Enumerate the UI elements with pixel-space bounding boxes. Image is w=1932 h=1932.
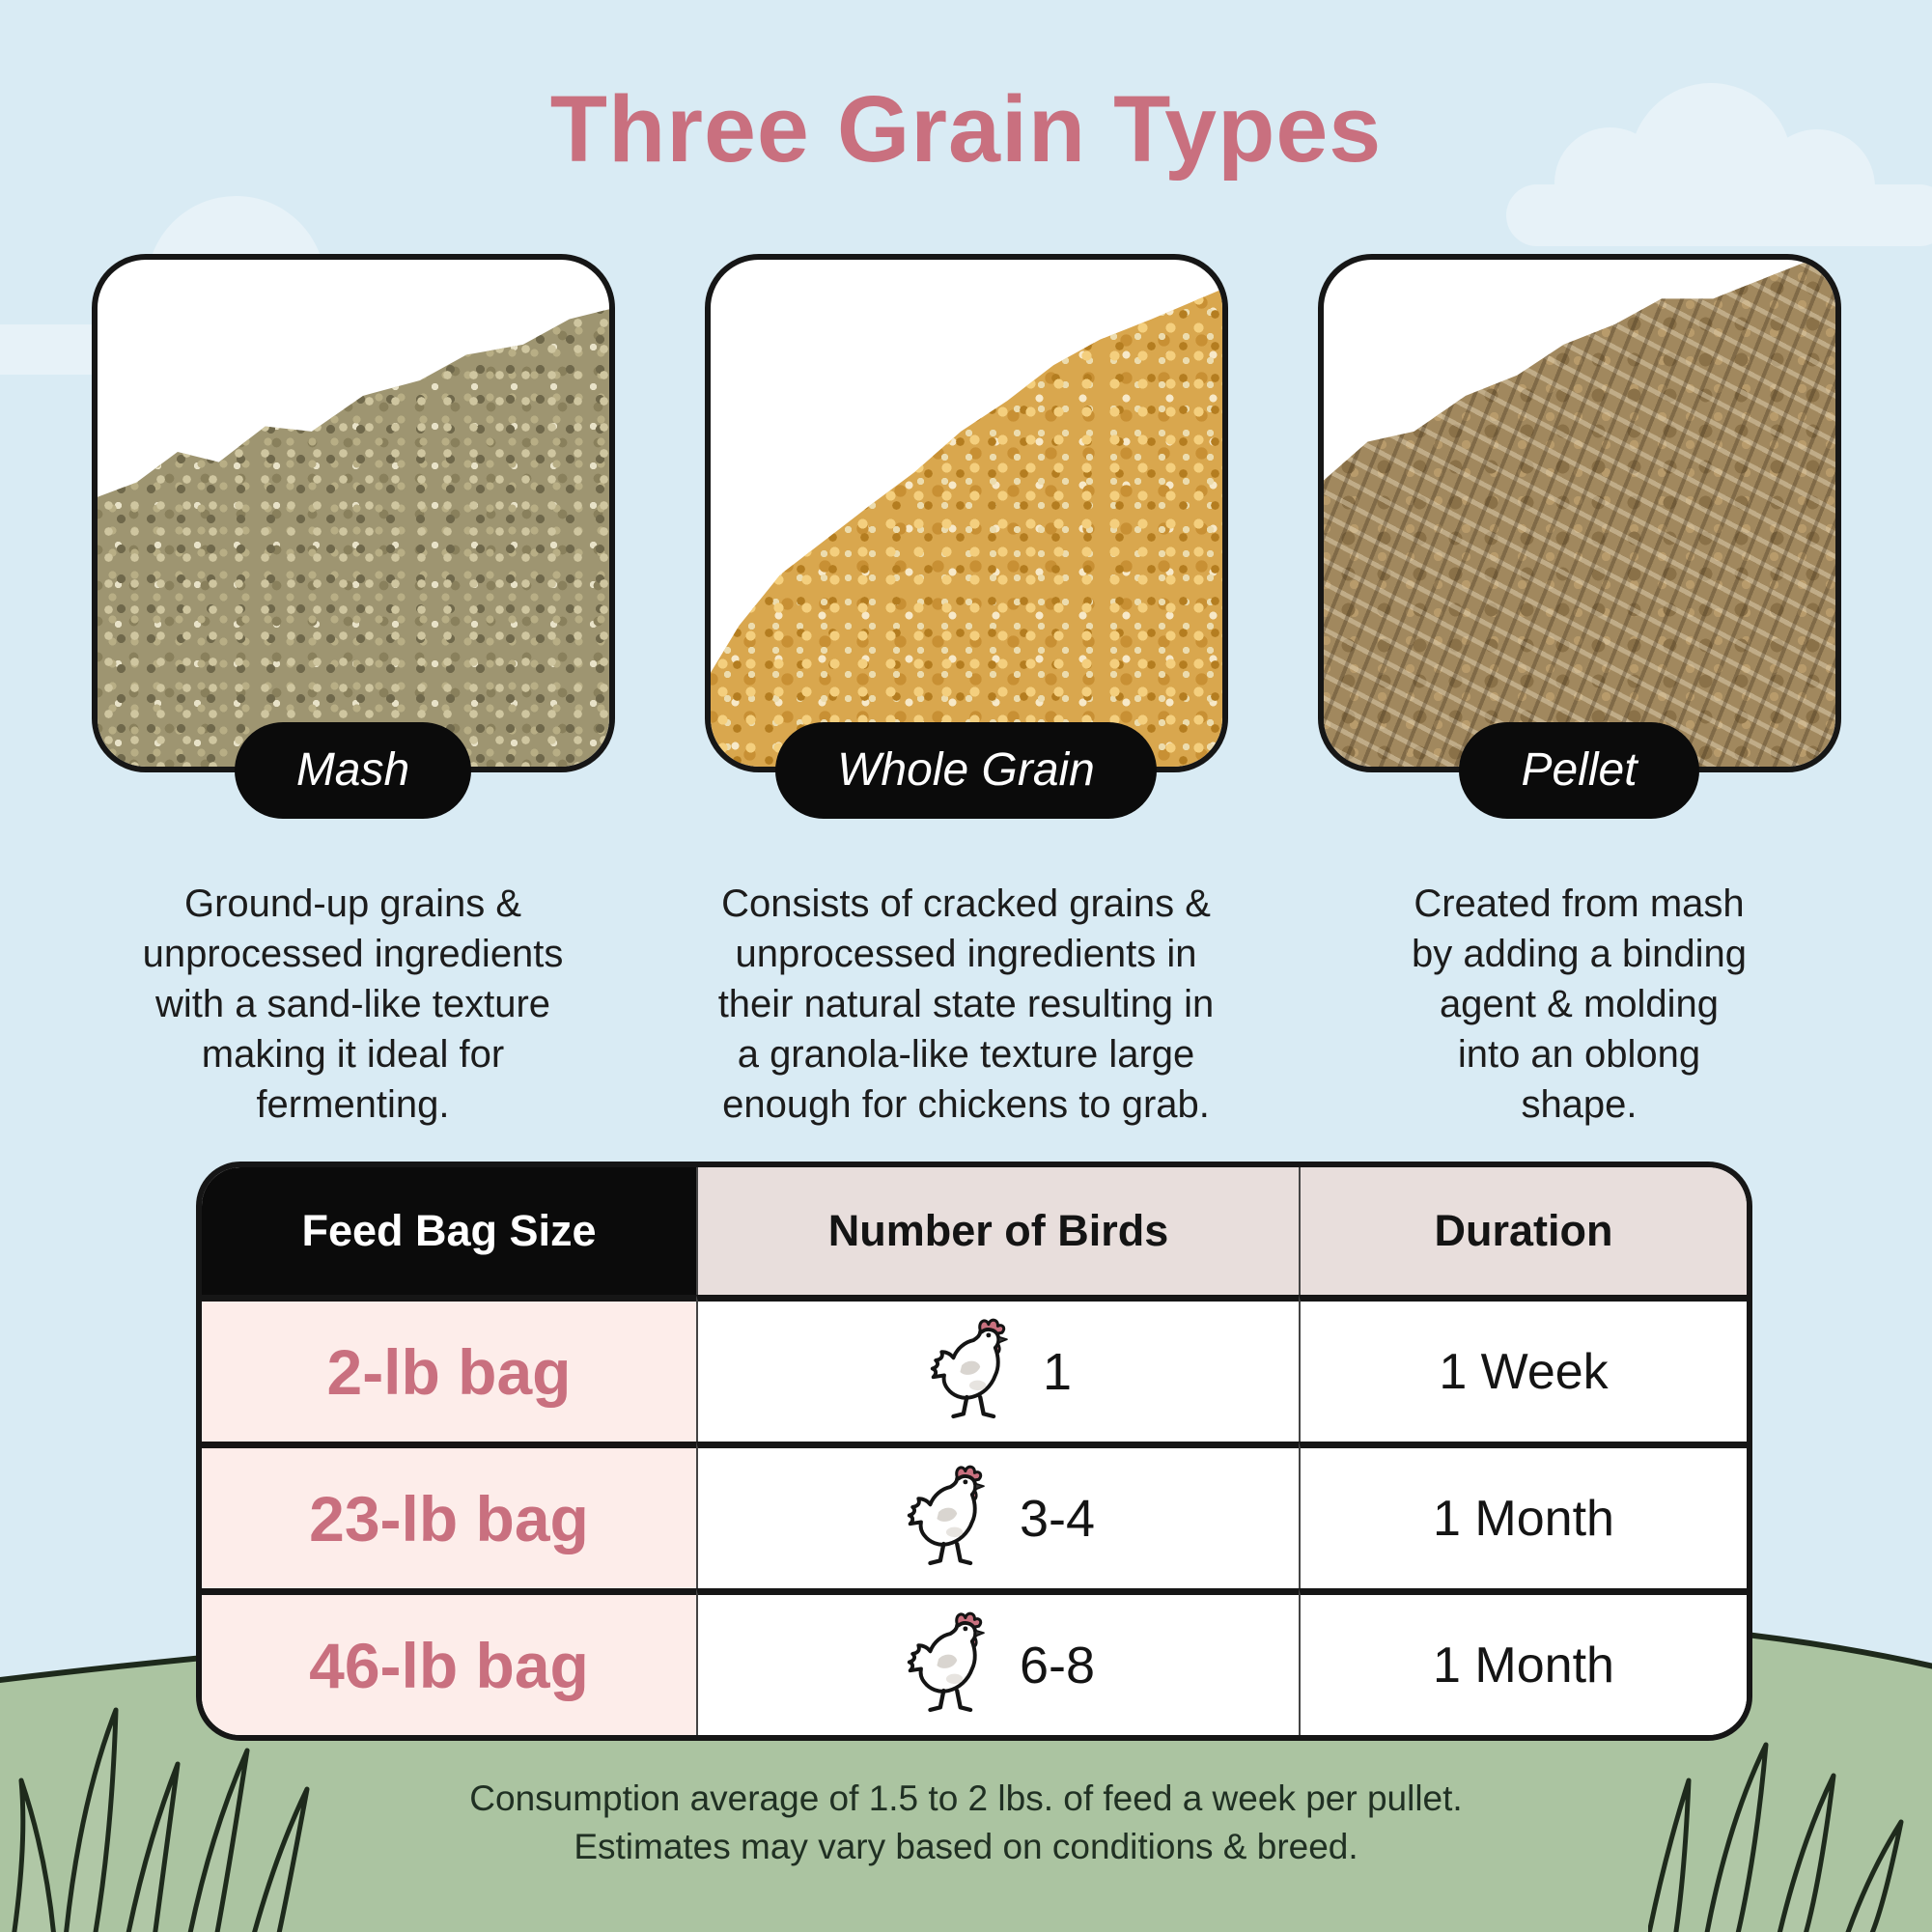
whole-grain-photo-frame	[704, 254, 1228, 772]
card-pellet: Pellet Created from mash by adding a bin…	[1280, 254, 1879, 1130]
mash-label-pill: Mash	[234, 722, 472, 819]
bag-size-cell: 46-lb bag	[202, 1588, 696, 1735]
duration-cell: 1 Month	[1299, 1442, 1747, 1588]
whole-grain-description: Consists of cracked grains & unprocessed…	[717, 882, 1215, 1126]
pellet-feed-photo	[1323, 260, 1835, 767]
bird-count: 3-4	[1019, 1489, 1096, 1548]
mash-feed-photo	[97, 308, 609, 767]
birds-cell: 6-8	[696, 1588, 1299, 1735]
grass-left	[12, 1707, 310, 1932]
cloud	[1506, 83, 1932, 246]
pellet-label-pill: Pellet	[1459, 722, 1699, 819]
mash-photo-frame	[91, 254, 615, 772]
whole-grain-label-pill: Whole Grain	[775, 722, 1157, 819]
chicken-icon	[907, 1611, 985, 1712]
duration-cell: 1 Week	[1299, 1295, 1747, 1442]
column-header-feed-bag-size: Feed Bag Size	[202, 1167, 696, 1295]
bag-size-cell: 2-lb bag	[202, 1295, 696, 1442]
bird-count: 6-8	[1019, 1636, 1096, 1694]
grain-cards-row: Mash Ground-up grains & unprocessed ingr…	[0, 254, 1932, 1130]
pellet-description: Created from mash by adding a binding ag…	[1412, 882, 1747, 1126]
chicken-icon	[930, 1318, 1008, 1418]
chicken-icon	[907, 1465, 985, 1565]
birds-cell: 3-4	[696, 1442, 1299, 1588]
card-mash: Mash Ground-up grains & unprocessed ingr…	[54, 254, 653, 1130]
birds-cell: 1	[696, 1295, 1299, 1442]
pellet-photo-frame	[1317, 254, 1841, 772]
column-header-duration: Duration	[1299, 1167, 1747, 1295]
grass-right	[1648, 1742, 1904, 1932]
consumption-footnote: Consumption average of 1.5 to 2 lbs. of …	[469, 1778, 1463, 1866]
bird-count: 1	[1042, 1342, 1073, 1401]
column-header-number-of-birds: Number of Birds	[696, 1167, 1299, 1295]
bag-size-cell: 23-lb bag	[202, 1442, 696, 1588]
whole-grain-feed-photo	[710, 288, 1222, 767]
page-title: Three Grain Types	[549, 76, 1383, 182]
mash-description: Ground-up grains & unprocessed ingredien…	[142, 882, 564, 1126]
feed-table: Feed Bag Size Number of Birds Duration 2…	[196, 1162, 1752, 1741]
duration-cell: 1 Month	[1299, 1588, 1747, 1735]
card-whole-grain: Whole Grain Consists of cracked grains &…	[667, 254, 1266, 1130]
